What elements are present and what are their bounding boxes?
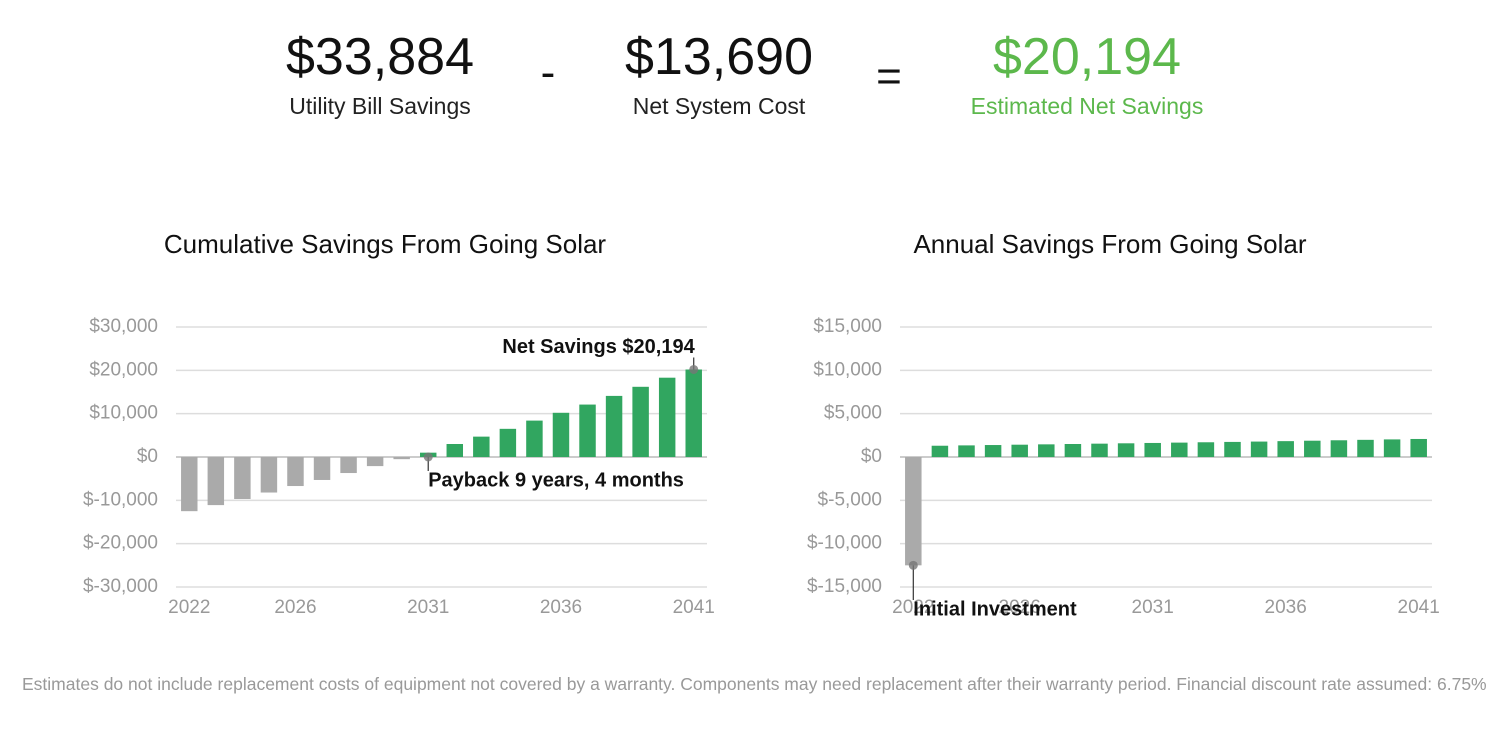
y-tick-label: $30,000 — [89, 316, 158, 337]
summary-figure: $33,884 Utility Bill Savings — [220, 27, 540, 120]
annotation-point — [908, 560, 918, 570]
annotation-point — [689, 364, 699, 374]
bar — [1277, 441, 1294, 457]
x-tick-label: 2041 — [673, 597, 715, 618]
x-tick-label: 2022 — [168, 597, 210, 618]
bar — [1383, 439, 1401, 457]
summary-label: Utility Bill Savings — [289, 93, 471, 119]
y-tick-label: $10,000 — [813, 359, 882, 380]
chart-title: Cumulative Savings From Going Solar — [164, 229, 607, 259]
bar — [605, 395, 623, 457]
bar — [905, 457, 922, 566]
bar — [234, 457, 251, 500]
bar — [685, 369, 702, 457]
y-tick-label: $0 — [137, 446, 158, 467]
bar — [181, 457, 198, 512]
x-tick-label: 2036 — [540, 597, 582, 618]
bar — [1250, 441, 1268, 457]
bar — [552, 412, 570, 457]
annotation: Initial Investment — [913, 598, 1077, 620]
y-tick-label: $5,000 — [824, 403, 882, 424]
chart-title: Annual Savings From Going Solar — [913, 229, 1306, 259]
bar — [340, 457, 357, 474]
y-tick-label: $20,000 — [89, 359, 158, 380]
bar — [1330, 440, 1348, 457]
bar — [473, 436, 490, 457]
bar — [1064, 444, 1082, 457]
bar — [1304, 440, 1321, 457]
bar — [1038, 444, 1055, 457]
bar — [260, 457, 278, 493]
bar — [1197, 442, 1215, 457]
x-tick-label: 2026 — [274, 597, 316, 618]
y-tick-label: $-30,000 — [83, 576, 158, 597]
bar — [931, 445, 949, 457]
y-tick-label: $10,000 — [89, 403, 158, 424]
annotation-point — [423, 452, 433, 462]
summary-value: $33,884 — [286, 28, 474, 86]
annotation: Net Savings $20,194 — [502, 336, 695, 358]
x-tick-label: 2031 — [407, 597, 449, 618]
summary-value: $20,194 — [993, 28, 1181, 86]
bar — [1117, 443, 1135, 457]
bar — [393, 457, 410, 460]
annotation: Payback 9 years, 4 months — [428, 469, 684, 491]
summary-label: Net System Cost — [632, 93, 806, 119]
x-tick-label: 2031 — [1132, 597, 1174, 618]
y-tick-label: $-20,000 — [83, 533, 158, 554]
charts: Cumulative Savings From Going Solar $-30,… — [83, 229, 1440, 620]
y-tick-label: $-10,000 — [83, 489, 158, 510]
bar — [499, 428, 517, 457]
y-tick-label: $0 — [861, 446, 882, 467]
bar — [1144, 442, 1161, 457]
summary-figure: $20,194 Estimated Net Savings — [927, 27, 1247, 120]
bar — [1011, 444, 1028, 457]
bar — [658, 377, 676, 457]
bar — [1357, 439, 1374, 457]
bar — [984, 445, 1002, 457]
y-tick-label: $-10,000 — [807, 533, 882, 554]
x-tick-label: 2036 — [1265, 597, 1307, 618]
summary-figure: $13,690 Net System Cost — [559, 27, 879, 120]
x-tick-label: 2041 — [1398, 597, 1440, 618]
summary-value: $13,690 — [625, 28, 813, 86]
x-tick-label: 2022 — [892, 597, 934, 618]
y-tick-label: $-15,000 — [807, 576, 882, 597]
bar — [1171, 442, 1188, 457]
bar — [958, 445, 975, 457]
footnote: Estimates do not include replacement cos… — [22, 674, 1487, 694]
bar — [366, 457, 384, 467]
bar — [1091, 443, 1108, 457]
bar — [1410, 438, 1427, 457]
bar — [207, 457, 225, 506]
bar — [313, 457, 331, 480]
operator: = — [876, 52, 902, 101]
y-tick-label: $15,000 — [813, 316, 882, 337]
bar — [579, 404, 596, 457]
bar — [632, 386, 649, 457]
summary-label: Estimated Net Savings — [970, 93, 1204, 119]
bar — [446, 444, 464, 457]
y-tick-label: $-5,000 — [818, 489, 882, 510]
bar — [1224, 441, 1241, 457]
x-tick-label: 2026 — [999, 597, 1041, 618]
bar — [287, 457, 304, 487]
operator: - — [540, 48, 556, 97]
bar — [526, 420, 543, 457]
